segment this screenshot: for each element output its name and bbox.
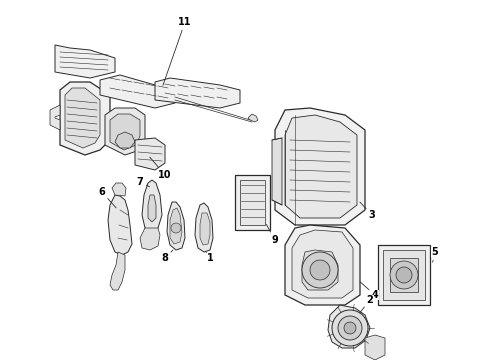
Polygon shape	[65, 88, 100, 148]
Polygon shape	[135, 138, 165, 170]
Polygon shape	[240, 180, 265, 225]
Polygon shape	[328, 305, 370, 348]
Circle shape	[338, 316, 362, 340]
Polygon shape	[272, 138, 282, 205]
Text: 3: 3	[360, 202, 375, 220]
Circle shape	[310, 260, 330, 280]
Polygon shape	[148, 195, 156, 222]
Polygon shape	[110, 252, 125, 290]
Polygon shape	[248, 114, 258, 122]
Polygon shape	[115, 132, 135, 148]
Circle shape	[396, 267, 412, 283]
Polygon shape	[142, 180, 162, 232]
Text: 10: 10	[150, 157, 172, 180]
Polygon shape	[110, 114, 140, 150]
Text: 6: 6	[98, 187, 116, 208]
Polygon shape	[235, 175, 270, 230]
Circle shape	[332, 310, 368, 346]
Text: 11: 11	[163, 17, 192, 85]
Text: 8: 8	[162, 250, 173, 263]
Polygon shape	[105, 108, 145, 155]
Polygon shape	[302, 250, 338, 290]
Polygon shape	[383, 250, 425, 300]
Polygon shape	[60, 82, 110, 155]
Text: 7: 7	[137, 177, 149, 187]
Polygon shape	[108, 195, 132, 255]
Polygon shape	[100, 75, 175, 108]
Polygon shape	[285, 225, 360, 305]
Polygon shape	[292, 230, 353, 298]
Polygon shape	[170, 208, 182, 244]
Polygon shape	[50, 105, 60, 130]
Text: 4: 4	[360, 282, 378, 300]
Polygon shape	[365, 335, 385, 360]
Polygon shape	[195, 203, 213, 252]
Polygon shape	[167, 202, 185, 250]
Polygon shape	[285, 115, 357, 218]
Text: 1: 1	[206, 252, 213, 263]
Circle shape	[344, 322, 356, 334]
Polygon shape	[140, 228, 160, 250]
Circle shape	[171, 223, 181, 233]
Polygon shape	[55, 45, 115, 78]
Text: 2: 2	[360, 295, 373, 313]
Text: 9: 9	[267, 224, 278, 245]
Polygon shape	[378, 245, 430, 305]
Circle shape	[390, 261, 418, 289]
Circle shape	[302, 252, 338, 288]
Polygon shape	[390, 258, 418, 292]
Text: 5: 5	[432, 247, 439, 262]
Polygon shape	[200, 213, 210, 245]
Polygon shape	[275, 108, 365, 225]
Polygon shape	[112, 183, 126, 196]
Polygon shape	[155, 78, 240, 108]
